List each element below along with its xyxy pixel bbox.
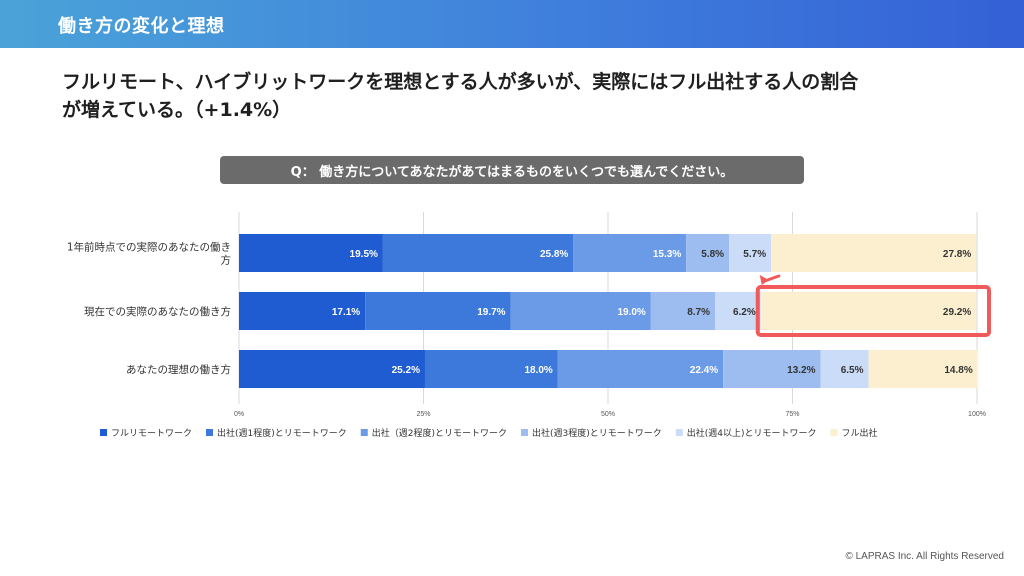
legend-swatch — [830, 429, 838, 436]
data-label: 29.2% — [943, 307, 971, 318]
headline: フルリモート、ハイブリットワークを理想とする人が多いが、実際にはフル出社する人の… — [62, 68, 982, 124]
data-label: 5.7% — [743, 249, 766, 260]
data-label: 19.0% — [617, 307, 645, 318]
x-tick-label: 100% — [968, 411, 986, 418]
category-label: 方 — [221, 254, 232, 267]
bar-segment — [723, 350, 821, 388]
legend-label: 出社(週4以上)とリモートワーク — [687, 427, 817, 439]
bar-segment — [686, 234, 730, 272]
legend-label: 出社(週3程度)とリモートワーク — [532, 427, 662, 439]
data-label: 8.7% — [687, 307, 710, 318]
x-tick-label: 75% — [785, 411, 799, 418]
category-label: あなたの理想の働き方 — [126, 363, 231, 376]
data-label: 19.5% — [350, 249, 378, 260]
data-label: 19.7% — [477, 307, 505, 318]
bar-segment — [382, 234, 574, 272]
bar-segment — [820, 350, 869, 388]
data-label: 6.2% — [733, 307, 756, 318]
bar-segment — [771, 234, 977, 272]
bar-segment — [510, 292, 651, 330]
bar-segment — [729, 234, 772, 272]
bar-segment — [573, 234, 687, 272]
bar-segment — [424, 350, 558, 388]
legend-label: フル出社 — [842, 427, 878, 439]
x-tick-label: 50% — [601, 411, 615, 418]
legend-label: フルリモートワーク — [111, 428, 192, 439]
legend-label: 出社（週2程度)とリモートワーク — [372, 427, 507, 439]
category-label: 1年前時点での実際のあなたの働き — [67, 241, 231, 254]
question-text: Q： 働き方についてあなたがあてはまるものをいくつでも選んでください。 — [290, 164, 734, 180]
x-tick-label: 25% — [416, 411, 430, 418]
headline-line-1: フルリモート、ハイブリットワークを理想とする人が多いが、実際にはフル出社する人の… — [62, 71, 859, 93]
bar-segment — [868, 350, 978, 388]
data-label: 22.4% — [690, 365, 718, 376]
highlight-box — [755, 285, 991, 337]
highlight-arrow-head — [759, 275, 769, 285]
bar-segment — [650, 292, 716, 330]
bar-segment — [239, 234, 383, 272]
headline-line-2: が増えている。（+1.4%） — [62, 99, 292, 121]
x-tick-label: 0% — [234, 411, 244, 418]
data-label: 13.2% — [787, 365, 815, 376]
data-label: 17.1% — [332, 307, 360, 318]
legend-swatch — [206, 429, 214, 436]
data-label: 6.5% — [841, 365, 864, 376]
data-label: 5.8% — [701, 249, 724, 260]
page-title: 働き方の変化と理想 — [58, 16, 225, 37]
bar-segment — [557, 350, 724, 388]
legend-swatch — [360, 429, 368, 436]
bar-segment — [715, 292, 761, 330]
data-label: 18.0% — [524, 365, 552, 376]
data-label: 14.8% — [944, 365, 972, 376]
category-label: 現在での実際のあなたの働き方 — [84, 305, 231, 318]
data-label: 25.8% — [540, 249, 568, 260]
legend-swatch — [521, 429, 529, 436]
legend-swatch — [100, 429, 107, 436]
legend-label: 出社(週1程度)とリモートワーク — [217, 427, 347, 439]
question-box: Q： 働き方についてあなたがあてはまるものをいくつでも選んでください。 — [220, 156, 804, 184]
legend-swatch — [675, 429, 683, 436]
data-label: 27.8% — [943, 249, 971, 260]
stacked-bar-chart: 0% 25% 50% 75% 100% 19.5% 25.8% 15.3% 5.8% 5.7% 27… — [67, 212, 991, 439]
data-label: 15.3% — [653, 249, 681, 260]
bar-segment — [239, 292, 366, 330]
bar-segment — [365, 292, 511, 330]
header-bar: 働き方の変化と理想 — [0, 0, 1024, 48]
bar-segment — [239, 350, 425, 388]
bar-segment — [760, 292, 977, 330]
data-label: 25.2% — [392, 365, 420, 376]
copyright: © LAPRAS Inc. All Rights Reserved — [845, 551, 1004, 562]
